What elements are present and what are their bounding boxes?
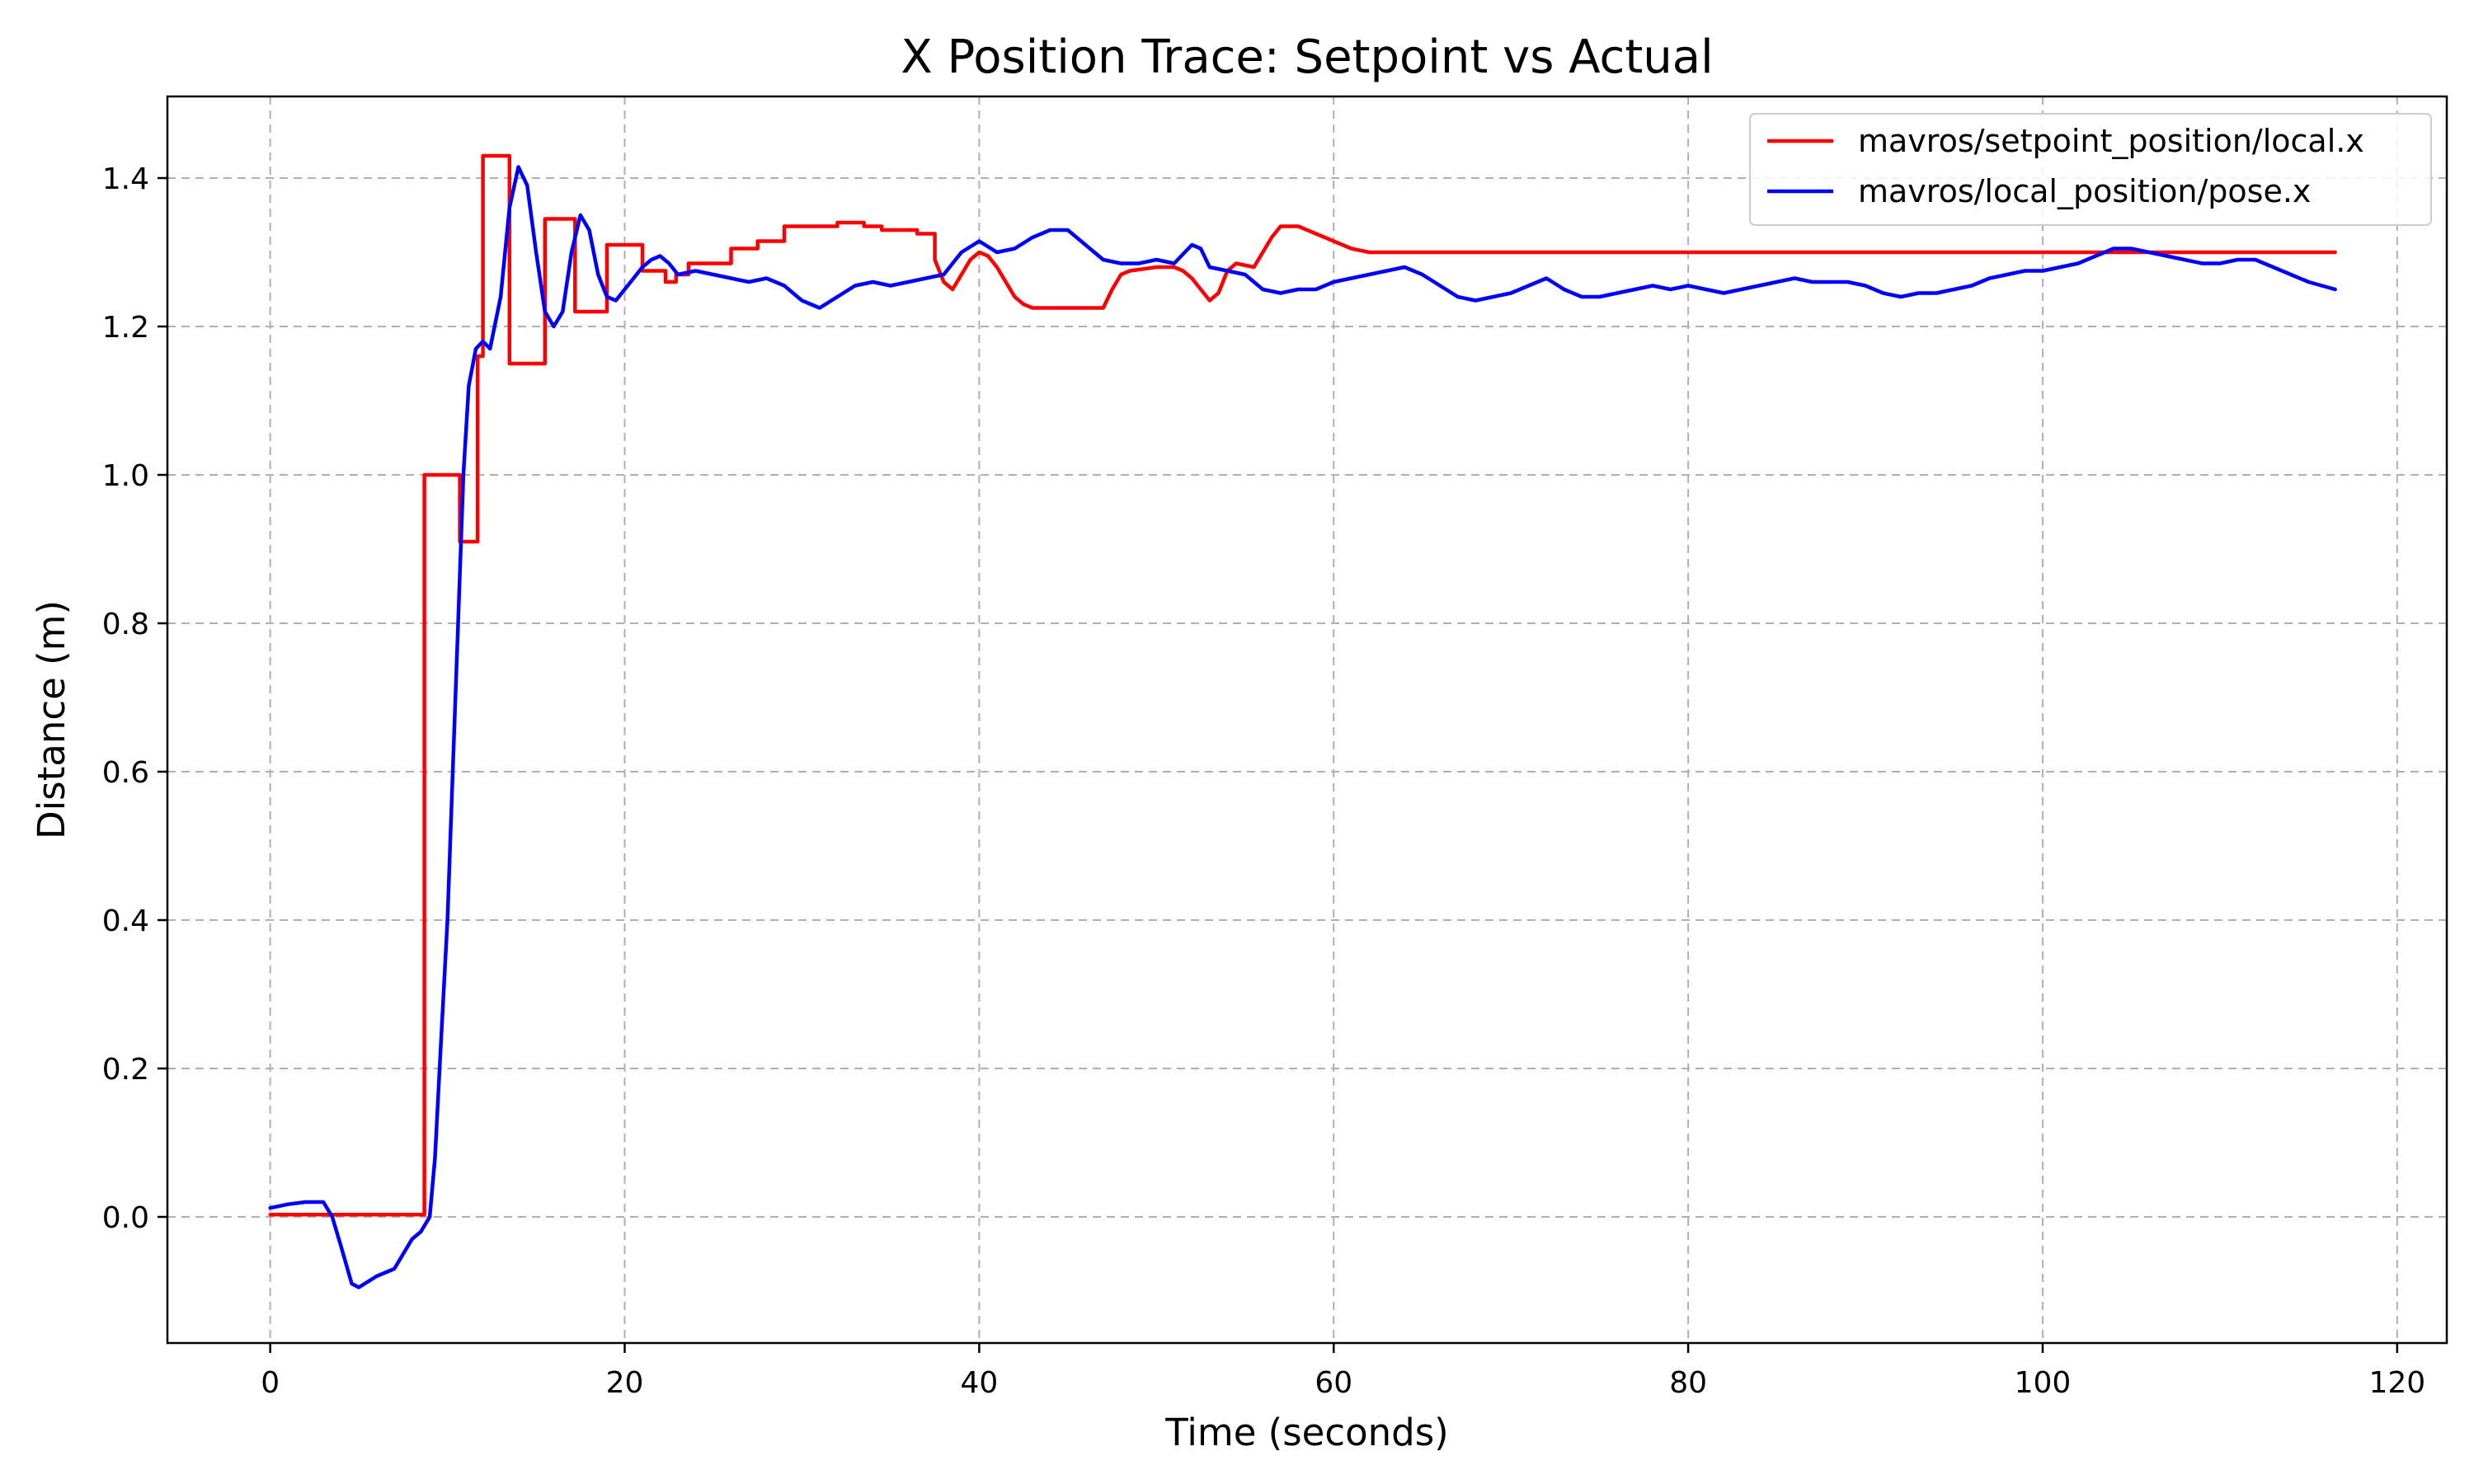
- legend-label-pose: mavros/local_position/pose.x: [1858, 173, 2311, 209]
- y-tick-label: 0.4: [102, 904, 149, 938]
- x-tick-label: 40: [960, 1366, 998, 1400]
- x-tick-label: 20: [606, 1366, 644, 1400]
- legend: mavros/setpoint_position/local.x mavros/…: [1749, 113, 2432, 226]
- y-tick-label: 0.2: [102, 1053, 149, 1087]
- legend-box: [1749, 113, 2432, 226]
- y-tick-label: 1.4: [102, 162, 149, 196]
- legend-label-setpoint: mavros/setpoint_position/local.x: [1858, 123, 2364, 159]
- y-tick-label: 1.0: [102, 459, 149, 493]
- y-tick-label: 0.6: [102, 756, 149, 790]
- y-tick-label: 1.2: [102, 311, 149, 345]
- series-layer: [268, 153, 2337, 1289]
- x-tick-label: 80: [1669, 1366, 1707, 1400]
- x-tick-label: 0: [261, 1366, 280, 1400]
- plot-frame: [166, 95, 2448, 1345]
- y-axis-label: Distance (m): [30, 600, 73, 839]
- y-tick-label: 0.8: [102, 608, 149, 641]
- setpoint-series-line: [268, 153, 2337, 1217]
- chart-title: X Position Trace: Setpoint vs Actual: [901, 31, 1713, 84]
- pose-series-line: [268, 165, 2337, 1289]
- x-tick-label: 120: [2368, 1366, 2425, 1400]
- x-axis-label: Time (seconds): [1164, 1411, 1448, 1454]
- x-tick-label: 100: [2015, 1366, 2072, 1400]
- y-tick-label: 0.0: [102, 1201, 149, 1235]
- tick-layer: 0 20 40 60 80 100 120 0.0 0.2 0.4 0.6 0.8 1.0 1.2 1.4: [102, 162, 2425, 1400]
- x-tick-label: 60: [1315, 1366, 1352, 1400]
